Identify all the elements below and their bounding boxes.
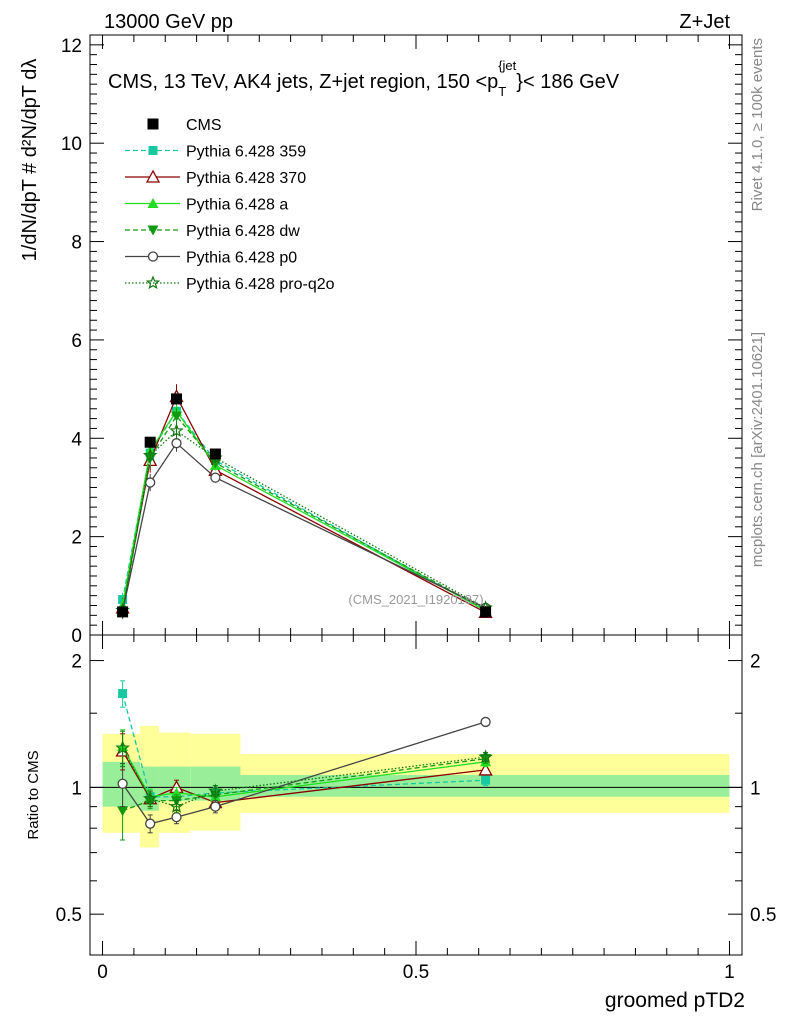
legend-item-3: Pythia 6.428 dw [125,223,300,240]
ratio-point-0-0 [118,689,128,699]
chart-title-sub: T [498,84,506,99]
cms-data-point-0 [117,606,129,618]
chart-title: CMS, 13 TeV, AK4 jets, Z+jet region, 150… [108,58,620,99]
legend-marker-4 [147,251,159,262]
chart-title-sup: {jet [498,58,516,73]
ratio-point-5-3 [208,783,223,798]
ratio-point-1-4 [478,762,493,776]
y-axis-label-main-text: 1/dN/dpT # d²N/dpT dλ [19,59,41,262]
ratio-series-line-3 [122,758,486,812]
mcplots-label: mcplots.cern.ch [arXiv:2401.10621] [749,332,766,567]
main-point-5-2 [169,423,184,438]
x-tick-label-1: 0.5 [403,962,429,983]
x-tick-label-2: 1 [724,962,735,983]
main-point-5-1 [142,447,158,462]
ratio-series-5 [115,730,493,814]
y-tick-label-ratio-left-0: 0.5 [56,905,82,926]
y-tick-label-ratio-right-1: 1 [750,778,761,799]
ratio-point-4-2 [171,811,182,823]
legend-marker-2 [147,198,159,208]
legend: CMS Pythia 6.428 359 Pythia 6.428 370 Pythi… [125,117,335,293]
main-series-line-4 [121,442,486,612]
legend-label-5: Pythia 6.428 pro-q2o [186,276,335,293]
legend-item-4: Pythia 6.428 p0 [125,250,297,267]
main-point-4-1 [145,477,156,488]
y-tick-label-main-3: 6 [71,331,82,352]
ratio-point-0-4 [481,775,491,785]
main-series-cms [117,393,492,618]
y-tick-label-main-4: 8 [71,233,82,254]
main-series-4 [117,434,491,619]
cms-data-point-1 [144,436,156,448]
x-axis-label: groomed pTD2 [605,989,745,1012]
legend-label-cms: CMS [186,117,222,134]
main-series-layer [115,384,493,620]
y-tick-label-main-0: 0 [71,626,82,647]
y-tick-label-main-6: 12 [61,36,82,57]
y-tick-label-main-2: 4 [71,429,82,450]
legend-item-0: Pythia 6.428 359 [125,144,306,161]
cms-data-point-4 [480,606,492,618]
legend-marker-1 [145,169,161,183]
energy-label: 13000 GeV pp [104,11,233,33]
process-label: Z+Jet [679,11,730,33]
ratio-series-layer [115,680,493,841]
ratio-point-2-2 [171,787,183,798]
legend-marker-0 [148,146,158,155]
ratio-point-5-2 [169,799,184,813]
legend-item-2: Pythia 6.428 a [125,197,288,214]
legend-item-5: Pythia 6.428 pro-q2o [125,275,335,293]
legend-marker-3 [147,225,159,236]
ratio-point-3-0 [117,806,129,817]
legend-label-3: Pythia 6.428 dw [186,223,300,240]
chart-title-main: CMS, 13 TeV, AK4 jets, Z+jet region, 150… [108,71,498,93]
legend-label-2: Pythia 6.428 a [186,197,288,214]
main-point-4-2 [171,438,182,449]
legend-item-1: Pythia 6.428 370 [125,169,306,187]
y-axis-label-main: 1/dN/dpT # d²N/dpT dλ [19,59,41,262]
legend-marker-cms [147,118,159,130]
legend-label-0: Pythia 6.428 359 [186,144,306,161]
main-point-3-2 [171,411,183,422]
ratio-point-4-3 [210,801,221,812]
analysis-id: (CMS_2021_I1920187) [348,592,483,607]
ratio-point-4-4 [480,716,491,728]
legend-label-4: Pythia 6.428 p0 [186,250,297,267]
ratio-point-5-4 [478,749,493,764]
main-point-4-3 [210,472,221,483]
y-tick-label-main-5: 10 [61,134,82,155]
x-tick-label-0: 0 [97,962,108,983]
y-axis-label-ratio: Ratio to CMS [25,750,42,839]
cms-data-point-2 [171,393,183,405]
y-tick-label-ratio-right-2: 2 [750,652,761,673]
ratio-point-5-1 [142,791,158,805]
y-tick-label-main-1: 2 [71,528,82,549]
rivet-version-label: Rivet 4.1.0, ≥ 100k events [749,38,766,211]
cms-data-point-3 [209,448,221,460]
legend-item-cms: CMS [147,117,222,134]
legend-marker-5 [145,275,161,290]
y-tick-label-ratio-left-2: 2 [71,652,82,673]
ratio-series-4 [117,716,491,834]
ratio-point-5-0 [115,740,130,755]
y-tick-label-ratio-right-0: 0.5 [750,905,776,926]
chart-title-tail: }< 186 GeV [516,71,620,93]
legend-label-1: Pythia 6.428 370 [186,170,306,187]
ratio-point-4-0 [117,778,128,789]
ratio-point-4-1 [145,818,156,829]
y-tick-label-ratio-left-1: 1 [71,778,82,799]
